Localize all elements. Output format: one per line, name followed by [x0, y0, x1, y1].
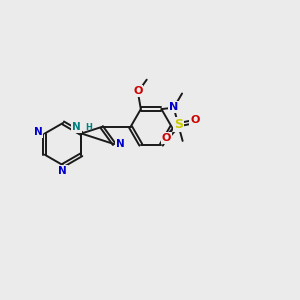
Text: N: N — [169, 102, 178, 112]
Text: H: H — [85, 122, 92, 131]
Text: N: N — [72, 122, 81, 132]
Text: O: O — [190, 115, 200, 125]
Text: S: S — [174, 118, 183, 131]
Text: N: N — [34, 127, 42, 137]
Text: N: N — [116, 139, 124, 149]
Text: O: O — [162, 133, 171, 143]
Text: N: N — [58, 166, 67, 176]
Text: O: O — [133, 86, 142, 96]
